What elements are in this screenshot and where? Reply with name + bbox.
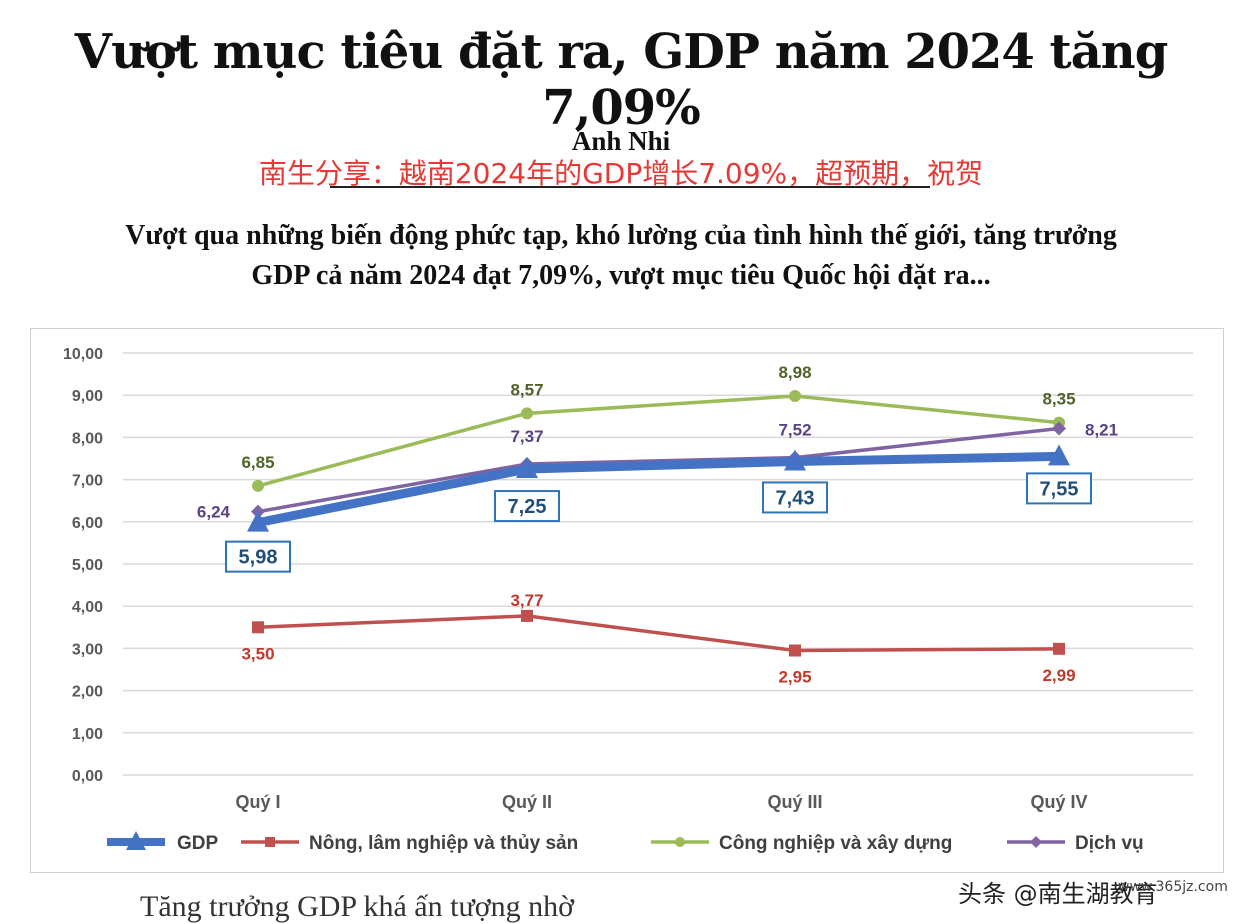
gdp-label-box: [225, 540, 291, 573]
chart-canvas: 0,00 1,00 2,00 3,00 4,00 5,00 6,00 7,00 8,00 9,00…: [63, 346, 1193, 854]
x-category-label: Quý II: [502, 792, 552, 812]
data-point: [521, 407, 533, 420]
legend-label: Dịch vụ: [1075, 833, 1144, 854]
y-tick-label: 9,00: [72, 388, 103, 405]
data-label-agriculture: 3,50: [241, 644, 274, 663]
data-point: [789, 644, 801, 657]
data-point: [1053, 642, 1065, 655]
data-point: [789, 390, 801, 403]
data-label-agriculture: 2,99: [1042, 666, 1075, 685]
data-point: [516, 457, 538, 479]
data-label-industry: 8,57: [510, 380, 543, 399]
data-label-gdp: 7,25: [508, 496, 547, 518]
data-label-agriculture: 3,77: [510, 591, 543, 610]
summary-line-1: Vượt qua những biến động phức tạp, khó l…: [125, 220, 1117, 251]
series-line-1: [257, 614, 1060, 653]
legend-marker: [1030, 836, 1042, 848]
legend-label: Công nghiệp và xây dựng: [719, 833, 952, 854]
y-tick-label: 6,00: [72, 515, 103, 532]
data-label-industry: 8,35: [1042, 390, 1075, 409]
x-category-label: Quý IV: [1030, 792, 1087, 812]
article-continuation-text: Tăng trưởng GDP khá ấn tượng nhờ: [140, 890, 574, 923]
data-label-industry: 8,98: [778, 363, 811, 382]
y-tick-label: 2,00: [72, 684, 103, 701]
data-label-agriculture: 2,95: [778, 668, 811, 687]
y-tick-label: 1,00: [72, 726, 103, 743]
data-label-industry: 6,85: [241, 453, 274, 472]
data-point: [252, 479, 264, 492]
data-point: [247, 510, 269, 532]
gdp-label-box: [1026, 472, 1092, 505]
data-label-gdp: 7,55: [1040, 478, 1079, 500]
data-label-services: 6,24: [197, 503, 231, 522]
data-label-services: 8,21: [1085, 421, 1118, 440]
gdp-label-box: [494, 490, 560, 523]
y-tick-label: 4,00: [72, 599, 103, 616]
y-tick-label: 7,00: [72, 473, 103, 490]
data-label-services: 7,37: [510, 427, 543, 446]
site-url-watermark: www.365jz.com: [1118, 879, 1228, 895]
data-label-services: 7,52: [778, 421, 811, 440]
y-tick-label: 8,00: [72, 430, 103, 447]
x-category-label: Quý I: [235, 792, 280, 812]
data-point: [1048, 444, 1070, 466]
series-line-0: [257, 451, 1060, 528]
y-tick-label: 5,00: [72, 557, 103, 574]
article-headline: Vượt mục tiêu đặt ra, GDP năm 2024 tăng …: [74, 24, 1169, 136]
legend-marker: [265, 837, 275, 847]
legend-label: Nông, lâm nghiệp và thủy sản: [309, 833, 578, 854]
chinese-share-note: 南生分享：越南2024年的GDP增长7.09%，超预期，祝贺: [258, 157, 984, 190]
article-summary: Vượt qua những biến động phức tạp, khó l…: [40, 216, 1202, 296]
y-tick-label: 0,00: [72, 768, 103, 785]
x-category-label: Quý III: [767, 792, 822, 812]
data-point: [521, 609, 533, 622]
note-underline: [330, 186, 930, 188]
data-label-gdp: 5,98: [239, 547, 278, 569]
data-point: [784, 449, 806, 471]
data-point: [1052, 421, 1066, 436]
series-line-2: [257, 394, 1060, 488]
gdp-growth-chart: 0,00 1,00 2,00 3,00 4,00 5,00 6,00 7,00 8,00 9,00…: [30, 328, 1224, 873]
data-point: [252, 621, 264, 634]
article-author: Anh Nhi: [571, 126, 671, 156]
legend-marker: [675, 837, 685, 847]
y-tick-label: 10,00: [63, 346, 103, 363]
y-tick-label: 3,00: [72, 641, 103, 658]
legend-marker: [126, 831, 146, 850]
gdp-label-box: [762, 481, 828, 514]
summary-line-2: GDP cả năm 2024 đạt 7,09%, vượt mục tiêu…: [251, 260, 991, 291]
legend-label: GDP: [177, 833, 219, 854]
data-label-gdp: 7,43: [776, 487, 815, 509]
